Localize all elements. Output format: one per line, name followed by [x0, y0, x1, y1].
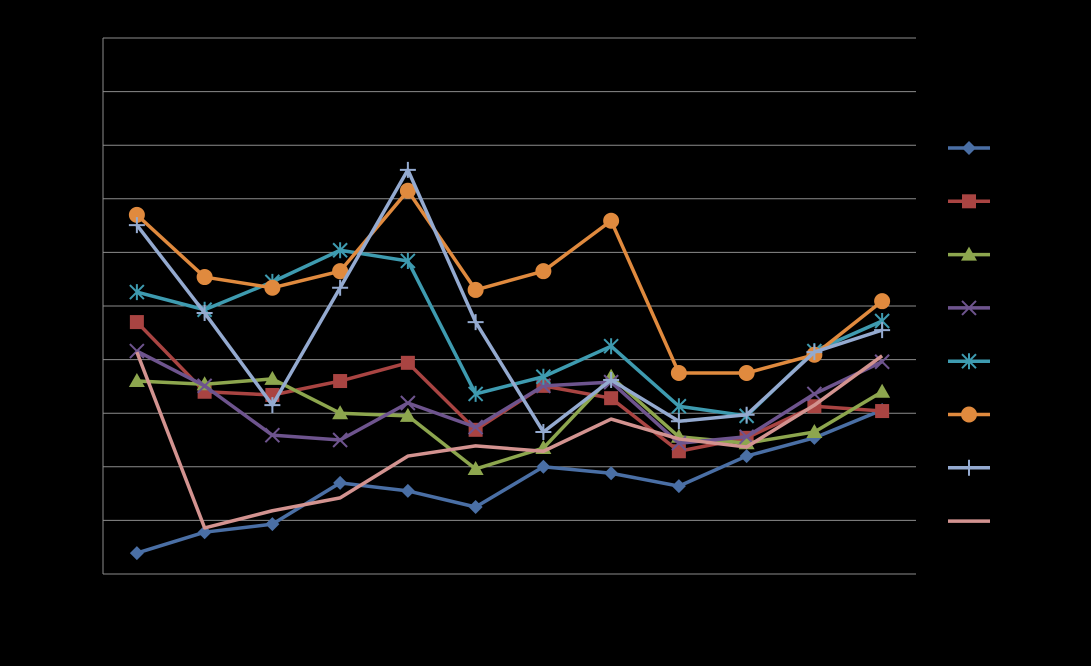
- point-marker: [264, 279, 281, 296]
- point-marker: [806, 344, 823, 361]
- point-marker: [196, 378, 213, 394]
- point-marker: [333, 475, 348, 490]
- legend-marker: [962, 194, 976, 209]
- point-marker: [739, 449, 754, 464]
- point-marker: [535, 368, 552, 385]
- point-marker: [332, 405, 349, 420]
- point-marker: [604, 391, 619, 406]
- series-line: [135, 351, 884, 530]
- point-marker: [738, 406, 755, 423]
- legend-marker: [961, 246, 977, 261]
- point-marker: [738, 429, 755, 445]
- point-marker: [332, 279, 349, 296]
- point-marker: [332, 242, 348, 259]
- point-marker: [670, 365, 687, 381]
- point-marker: [128, 217, 145, 234]
- point-marker: [129, 343, 145, 359]
- point-marker: [399, 161, 416, 178]
- point-marker: [129, 315, 144, 330]
- point-marker: [806, 423, 823, 438]
- point-marker: [468, 500, 483, 514]
- point-marker: [399, 407, 416, 422]
- point-marker: [399, 182, 416, 199]
- legend-marker: [961, 353, 977, 370]
- point-marker: [400, 483, 415, 498]
- point-marker: [400, 395, 416, 411]
- point-marker: [603, 212, 620, 229]
- point-marker: [874, 383, 891, 398]
- series-line: [136, 408, 883, 555]
- point-marker: [129, 546, 144, 561]
- series-line: [135, 168, 883, 434]
- point-marker: [671, 479, 686, 494]
- legend-marker: [962, 141, 976, 155]
- point-marker: [874, 322, 891, 339]
- point-marker: [129, 284, 145, 301]
- point-marker: [467, 314, 484, 331]
- point-marker: [128, 373, 145, 388]
- point-marker: [535, 423, 552, 440]
- point-marker: [264, 397, 281, 414]
- point-marker: [128, 206, 145, 223]
- point-marker: [400, 355, 415, 370]
- series-line: [136, 349, 883, 445]
- point-marker: [264, 427, 281, 443]
- point-marker: [671, 398, 687, 415]
- legend-marker: [961, 300, 977, 316]
- point-marker: [332, 263, 349, 280]
- point-marker: [738, 365, 755, 381]
- point-marker: [333, 374, 348, 389]
- point-marker: [875, 404, 890, 419]
- point-marker: [603, 338, 619, 355]
- point-marker: [536, 459, 551, 474]
- point-marker: [467, 460, 484, 475]
- point-marker: [874, 354, 890, 370]
- point-marker: [264, 370, 281, 385]
- point-marker: [467, 385, 484, 402]
- point-marker: [806, 386, 823, 402]
- point-marker: [670, 413, 687, 430]
- point-marker: [467, 419, 484, 435]
- point-marker: [874, 293, 891, 310]
- legend-marker: [961, 459, 977, 476]
- point-marker: [400, 252, 416, 269]
- point-marker: [467, 281, 484, 298]
- point-marker: [535, 263, 552, 280]
- point-marker: [604, 466, 619, 481]
- point-marker: [265, 517, 280, 532]
- point-marker: [196, 269, 213, 286]
- point-marker: [332, 432, 348, 448]
- legend-marker: [961, 406, 977, 423]
- series-line: [135, 189, 884, 375]
- point-marker: [196, 304, 213, 321]
- point-marker: [671, 444, 686, 459]
- point-marker: [603, 371, 620, 388]
